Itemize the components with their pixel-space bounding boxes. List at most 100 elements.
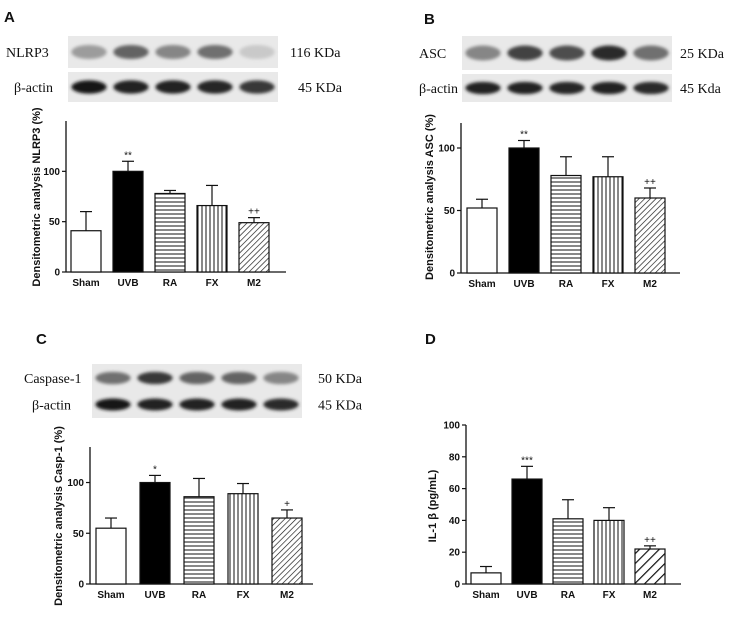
blot-band <box>633 81 669 95</box>
blot-size-label: 45 Kda <box>680 82 722 97</box>
x-tick-label: UVB <box>516 590 537 601</box>
blot-band <box>591 81 627 95</box>
x-tick-label: UVB <box>117 278 138 289</box>
y-tick-label: 0 <box>78 580 84 591</box>
x-tick-label: UVB <box>144 590 165 601</box>
x-tick-label: FX <box>237 590 250 601</box>
bar-sham <box>466 207 498 274</box>
bar-ra <box>550 174 582 274</box>
blot-band <box>239 44 275 60</box>
blot-band <box>137 371 173 385</box>
y-tick-label: 50 <box>73 529 85 540</box>
blot-row-actin: β-actin 45 Kda <box>419 74 722 102</box>
blot-protein-label: β-actin <box>14 81 53 96</box>
blot-band <box>549 45 585 61</box>
blot-band <box>113 80 149 94</box>
y-tick-label: 80 <box>449 452 461 463</box>
bar-ra <box>552 518 584 585</box>
x-tick-label: RA <box>163 278 177 289</box>
x-tick-label: Sham <box>468 279 495 290</box>
blot-size-label: 45 KDa <box>318 399 363 414</box>
bar-m2 <box>238 222 270 273</box>
x-tick-label: FX <box>206 278 219 289</box>
blot-band <box>179 398 215 411</box>
x-tick-label: UVB <box>513 279 534 290</box>
blot-band <box>113 44 149 60</box>
x-tick-label: M2 <box>643 279 657 290</box>
bar-m2 <box>634 548 666 585</box>
blot-protein-label: Caspase-1 <box>24 372 82 387</box>
significance-label: ** <box>520 130 528 141</box>
y-tick-label: 100 <box>438 144 455 155</box>
blot-protein-label: β-actin <box>419 82 458 97</box>
blot-band <box>507 45 543 61</box>
y-tick-label: 50 <box>49 217 61 228</box>
significance-label: *** <box>521 455 533 466</box>
y-tick-label: 0 <box>54 268 60 279</box>
blot-band <box>221 398 257 411</box>
bar-fx <box>593 519 625 585</box>
y-tick-label: 0 <box>449 269 455 280</box>
x-tick-label: RA <box>559 279 573 290</box>
bar-fx <box>227 493 259 585</box>
significance-label: ++ <box>644 177 656 188</box>
x-tick-label: Sham <box>472 590 499 601</box>
blot-row-target: Caspase-1 50 KDa <box>24 364 363 392</box>
blot-band <box>137 398 173 411</box>
bar-m2 <box>271 517 303 585</box>
x-tick-label: RA <box>192 590 206 601</box>
blot-band <box>263 398 299 411</box>
blot-protein-label: NLRP3 <box>6 46 49 61</box>
blot-band <box>197 80 233 94</box>
y-tick-label: 100 <box>43 167 60 178</box>
blot-band <box>197 44 233 60</box>
bar-sham <box>470 572 502 585</box>
y-tick-label: 60 <box>449 484 461 495</box>
y-axis-label: Densitometric analysis ASC (%) <box>424 114 436 280</box>
significance-label: + <box>284 499 290 510</box>
x-tick-label: Sham <box>72 278 99 289</box>
y-axis-label: Densitometric analysis Casp-1 (%) <box>53 426 65 606</box>
y-tick-label: 0 <box>454 580 460 591</box>
blot-band <box>95 371 131 385</box>
blot-band <box>633 45 669 61</box>
blot-band <box>507 81 543 95</box>
y-tick-label: 100 <box>443 421 460 432</box>
significance-label: ++ <box>644 535 656 546</box>
x-tick-label: M2 <box>643 590 657 601</box>
blot-row-actin: β-actin 45 KDa <box>32 391 363 418</box>
x-tick-label: M2 <box>280 590 294 601</box>
x-tick-label: RA <box>561 590 575 601</box>
y-axis-label: Densitometric analysis NLRP3 (%) <box>31 107 43 286</box>
panel-d: 0 20 40 60 80 100 IL-1 β (pg/mL) Sham UVB *** RA FX… <box>427 421 681 601</box>
blot-band <box>71 80 107 94</box>
x-tick-label: M2 <box>247 278 261 289</box>
blot-row-actin: β-actin 45 KDa <box>14 72 343 102</box>
blot-band <box>263 371 299 385</box>
y-axis-label: IL-1 β (pg/mL) <box>427 469 439 542</box>
blot-protein-label: β-actin <box>32 399 71 414</box>
y-tick-label: 100 <box>67 478 84 489</box>
blot-band <box>591 45 627 61</box>
bar-fx <box>592 176 624 274</box>
panel-letter-d: D <box>425 331 436 348</box>
bar-ra <box>183 496 215 585</box>
blot-band <box>239 80 275 94</box>
y-tick-label: 50 <box>444 206 456 217</box>
blot-size-label: 116 KDa <box>290 46 341 61</box>
x-tick-label: FX <box>602 279 615 290</box>
blot-size-label: 25 KDa <box>680 47 725 62</box>
panel-c: Caspase-1 50 KDa β-actin 45 KDa 0 50 100Densit… <box>24 364 363 606</box>
panel-letter-c: C <box>36 331 47 348</box>
bar-uvb <box>508 147 540 274</box>
blot-row-target: ASC 25 KDa <box>419 36 725 70</box>
x-tick-label: FX <box>603 590 616 601</box>
blot-protein-label: ASC <box>419 47 446 62</box>
blot-band <box>221 371 257 385</box>
panel-letter-b: B <box>424 11 435 28</box>
blot-band <box>155 80 191 94</box>
significance-label: * <box>153 464 157 475</box>
significance-label: ** <box>124 150 132 161</box>
bar-sham <box>95 527 127 585</box>
bar-uvb <box>112 170 144 273</box>
